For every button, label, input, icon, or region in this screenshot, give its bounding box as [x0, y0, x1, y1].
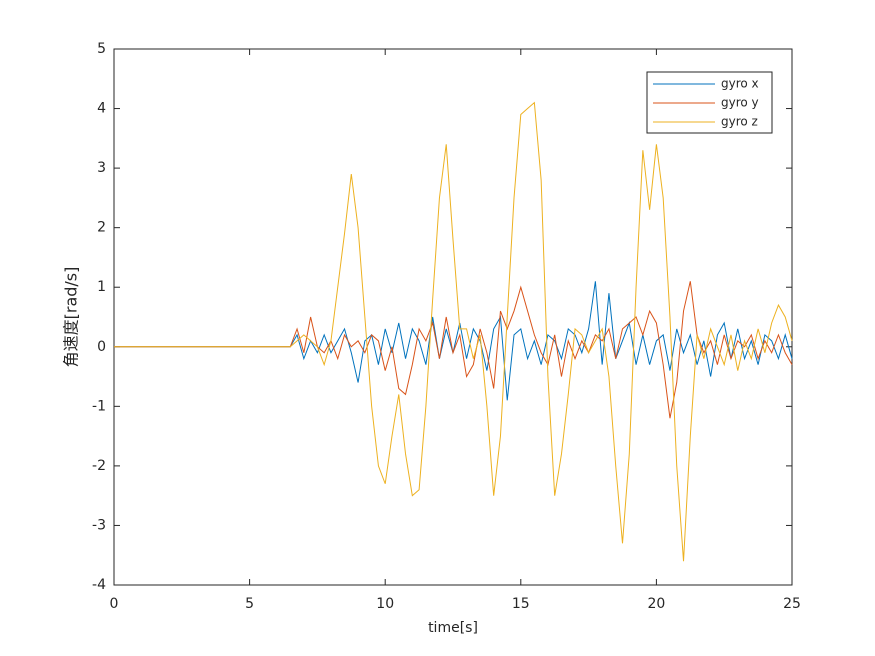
y-tick-label: 0	[97, 339, 106, 355]
data-line	[114, 101, 793, 562]
x-axis-label: time[s]	[428, 620, 478, 636]
y-tick-label: 1	[97, 279, 106, 295]
legend-label: gyro y	[721, 96, 759, 110]
y-tick-label: 3	[97, 160, 106, 176]
y-tick-label: 2	[97, 220, 106, 236]
y-axis-label: 角速度[rad/s]	[62, 267, 81, 368]
y-tick-label: 4	[97, 101, 106, 117]
legend: gyro x gyro y gyro z	[646, 71, 773, 134]
y-tick-label: -1	[92, 398, 106, 414]
y-tick-label: 5	[97, 41, 106, 57]
y-tick-label: -4	[92, 577, 106, 593]
legend-label: gyro z	[721, 115, 758, 129]
x-tick-label: 25	[783, 596, 801, 612]
y-tick-label: -2	[92, 458, 106, 474]
x-tick-label: 15	[512, 596, 530, 612]
legend-label: gyro x	[721, 77, 759, 91]
x-tick-label: 20	[647, 596, 665, 612]
y-tick-label: -3	[92, 517, 106, 533]
x-tick-label: 0	[110, 596, 119, 612]
x-tick-label: 10	[376, 596, 394, 612]
x-tick-label: 5	[245, 596, 254, 612]
